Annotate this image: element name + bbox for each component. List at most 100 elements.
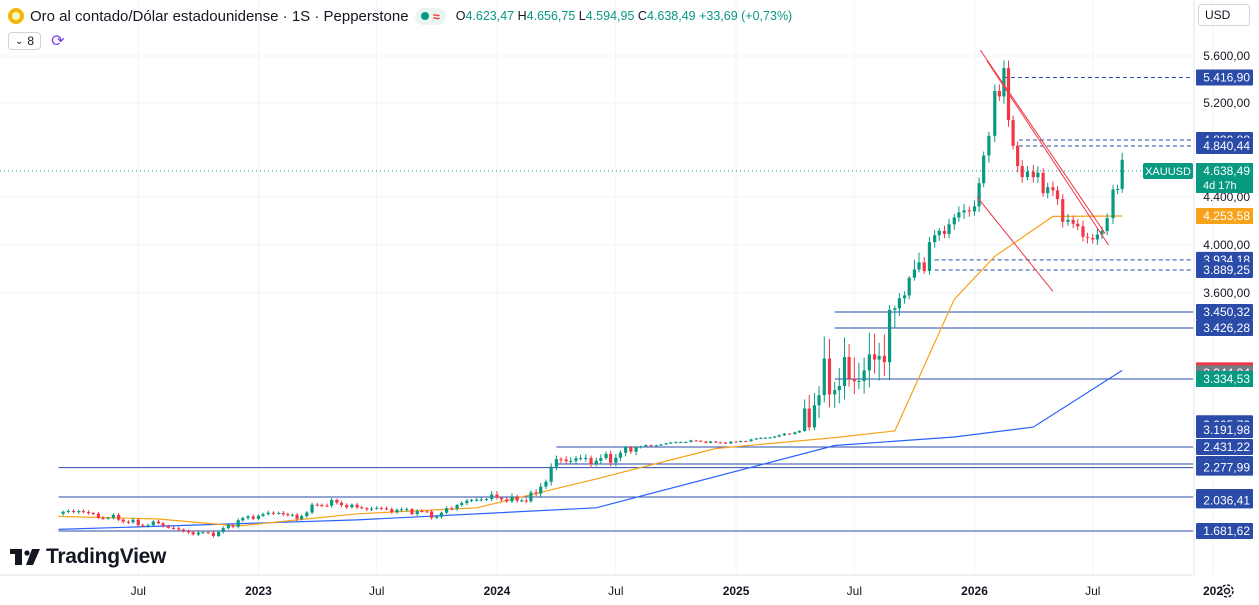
price-tick-label: 4.400,00: [1203, 190, 1250, 204]
ma-fast-line: [58, 215, 1123, 527]
countdown-text: 4d 17h: [1203, 180, 1237, 192]
level-price-label: [1196, 422, 1253, 438]
candle-body: [211, 532, 215, 536]
candle-body: [797, 430, 802, 433]
candle-body: [290, 514, 295, 516]
candle-body: [395, 509, 399, 513]
candle-body: [484, 498, 489, 500]
candle-body: [1016, 145, 1020, 167]
level-price-text: 3.426,28: [1203, 321, 1250, 335]
candle-body: [744, 441, 748, 443]
candle-body: [515, 496, 519, 501]
level-price-label: [1196, 262, 1253, 278]
candle-body: [942, 230, 947, 234]
level-price-text: 3.889,25: [1203, 263, 1250, 277]
candle-body: [684, 442, 688, 444]
candle-body: [1085, 236, 1090, 238]
candle-body: [469, 499, 474, 501]
time-axis[interactable]: Jul 2023 Jul 2024 Jul 2025 Jul 2026 Jul 202: [0, 574, 1223, 598]
candle-body: [206, 532, 210, 534]
candle-body: [295, 514, 299, 520]
candle-body: [962, 210, 966, 213]
candle-body: [1066, 219, 1070, 222]
candle-body: [221, 528, 225, 532]
candle-body: [982, 155, 986, 184]
settings-gear-icon[interactable]: [1218, 582, 1236, 600]
candle-body: [564, 459, 568, 462]
candle-body: [997, 91, 1001, 97]
candle-body: [927, 242, 932, 271]
level-price-label: [1196, 459, 1253, 476]
candle-body: [106, 517, 110, 519]
low-value: 4.594,95: [585, 9, 635, 23]
level-price-text: 1.681,62: [1203, 524, 1250, 538]
candle-body: [847, 357, 851, 379]
price-axis[interactable]: 5.600,00 5.200,00 4.400,00 4.000,00 3.600,00…: [1143, 0, 1253, 575]
candle-body: [882, 355, 886, 363]
candle-body: [777, 435, 781, 437]
candle-body: [629, 446, 633, 452]
candle-body: [1081, 226, 1085, 237]
candle-body: [817, 395, 821, 406]
candle-body: [146, 525, 150, 527]
candle-body: [191, 532, 195, 535]
brand-name: TradingView: [46, 545, 167, 568]
candle-body: [1095, 234, 1099, 240]
price-tick-label: 5.600,00: [1203, 49, 1250, 63]
candle-body: [574, 458, 578, 461]
candle-body: [465, 500, 469, 504]
candle-body: [499, 497, 504, 500]
candle-body: [529, 492, 533, 502]
candle-body: [156, 521, 161, 524]
symbol-title[interactable]: Oro al contado/Dólar estadounidense · 1S…: [30, 7, 409, 25]
candle-body: [520, 500, 524, 502]
currency-select[interactable]: USD: [1198, 4, 1250, 26]
refresh-icon[interactable]: ⟳: [51, 33, 65, 50]
indicators-toggle-button[interactable]: ⌄ 8: [8, 32, 42, 50]
horizontal-levels: [0, 77, 1193, 532]
candle-body: [1051, 187, 1055, 191]
candle-body: [803, 408, 807, 431]
candle-body: [724, 442, 728, 444]
level-price-text: 3.191,98: [1203, 423, 1250, 437]
candle-body: [837, 386, 841, 391]
candle-body: [578, 458, 583, 460]
candle-body: [77, 511, 81, 513]
level-price-text: 3.450,32: [1203, 305, 1250, 319]
candle-body: [977, 183, 981, 207]
candle-body: [699, 440, 703, 442]
market-status[interactable]: ≈: [414, 7, 446, 25]
candle-body: [320, 505, 324, 507]
candle-body: [345, 505, 349, 508]
candle-body: [589, 457, 593, 465]
candle-body: [177, 528, 181, 530]
candle-body: [1100, 231, 1104, 235]
candle-body: [226, 525, 231, 529]
candle-body: [399, 509, 404, 511]
candle-body: [236, 520, 240, 527]
candle-body: [425, 511, 429, 513]
gold-coin-icon: [8, 8, 24, 24]
candle-body: [241, 518, 245, 521]
candle-body: [773, 436, 777, 438]
candle-body: [1025, 171, 1030, 178]
candle-body: [872, 354, 877, 360]
candle-body: [739, 441, 743, 443]
candle-body: [1120, 159, 1124, 189]
candle-body: [439, 512, 444, 517]
candle-body: [1046, 187, 1050, 194]
candle-body: [554, 459, 558, 467]
candle-body: [379, 507, 383, 509]
candle-body: [1116, 188, 1120, 190]
candle-body: [782, 433, 787, 436]
candle-body: [271, 512, 276, 514]
candle-body: [126, 521, 131, 523]
candle-body: [375, 507, 379, 509]
candle-body: [131, 519, 135, 523]
level-price-text: 5.416,90: [1203, 71, 1250, 85]
time-tick-label: Jul: [847, 584, 862, 598]
candle-body: [475, 499, 479, 501]
candle-body: [1020, 166, 1024, 178]
tradingview-logo[interactable]: TradingView: [10, 545, 166, 569]
